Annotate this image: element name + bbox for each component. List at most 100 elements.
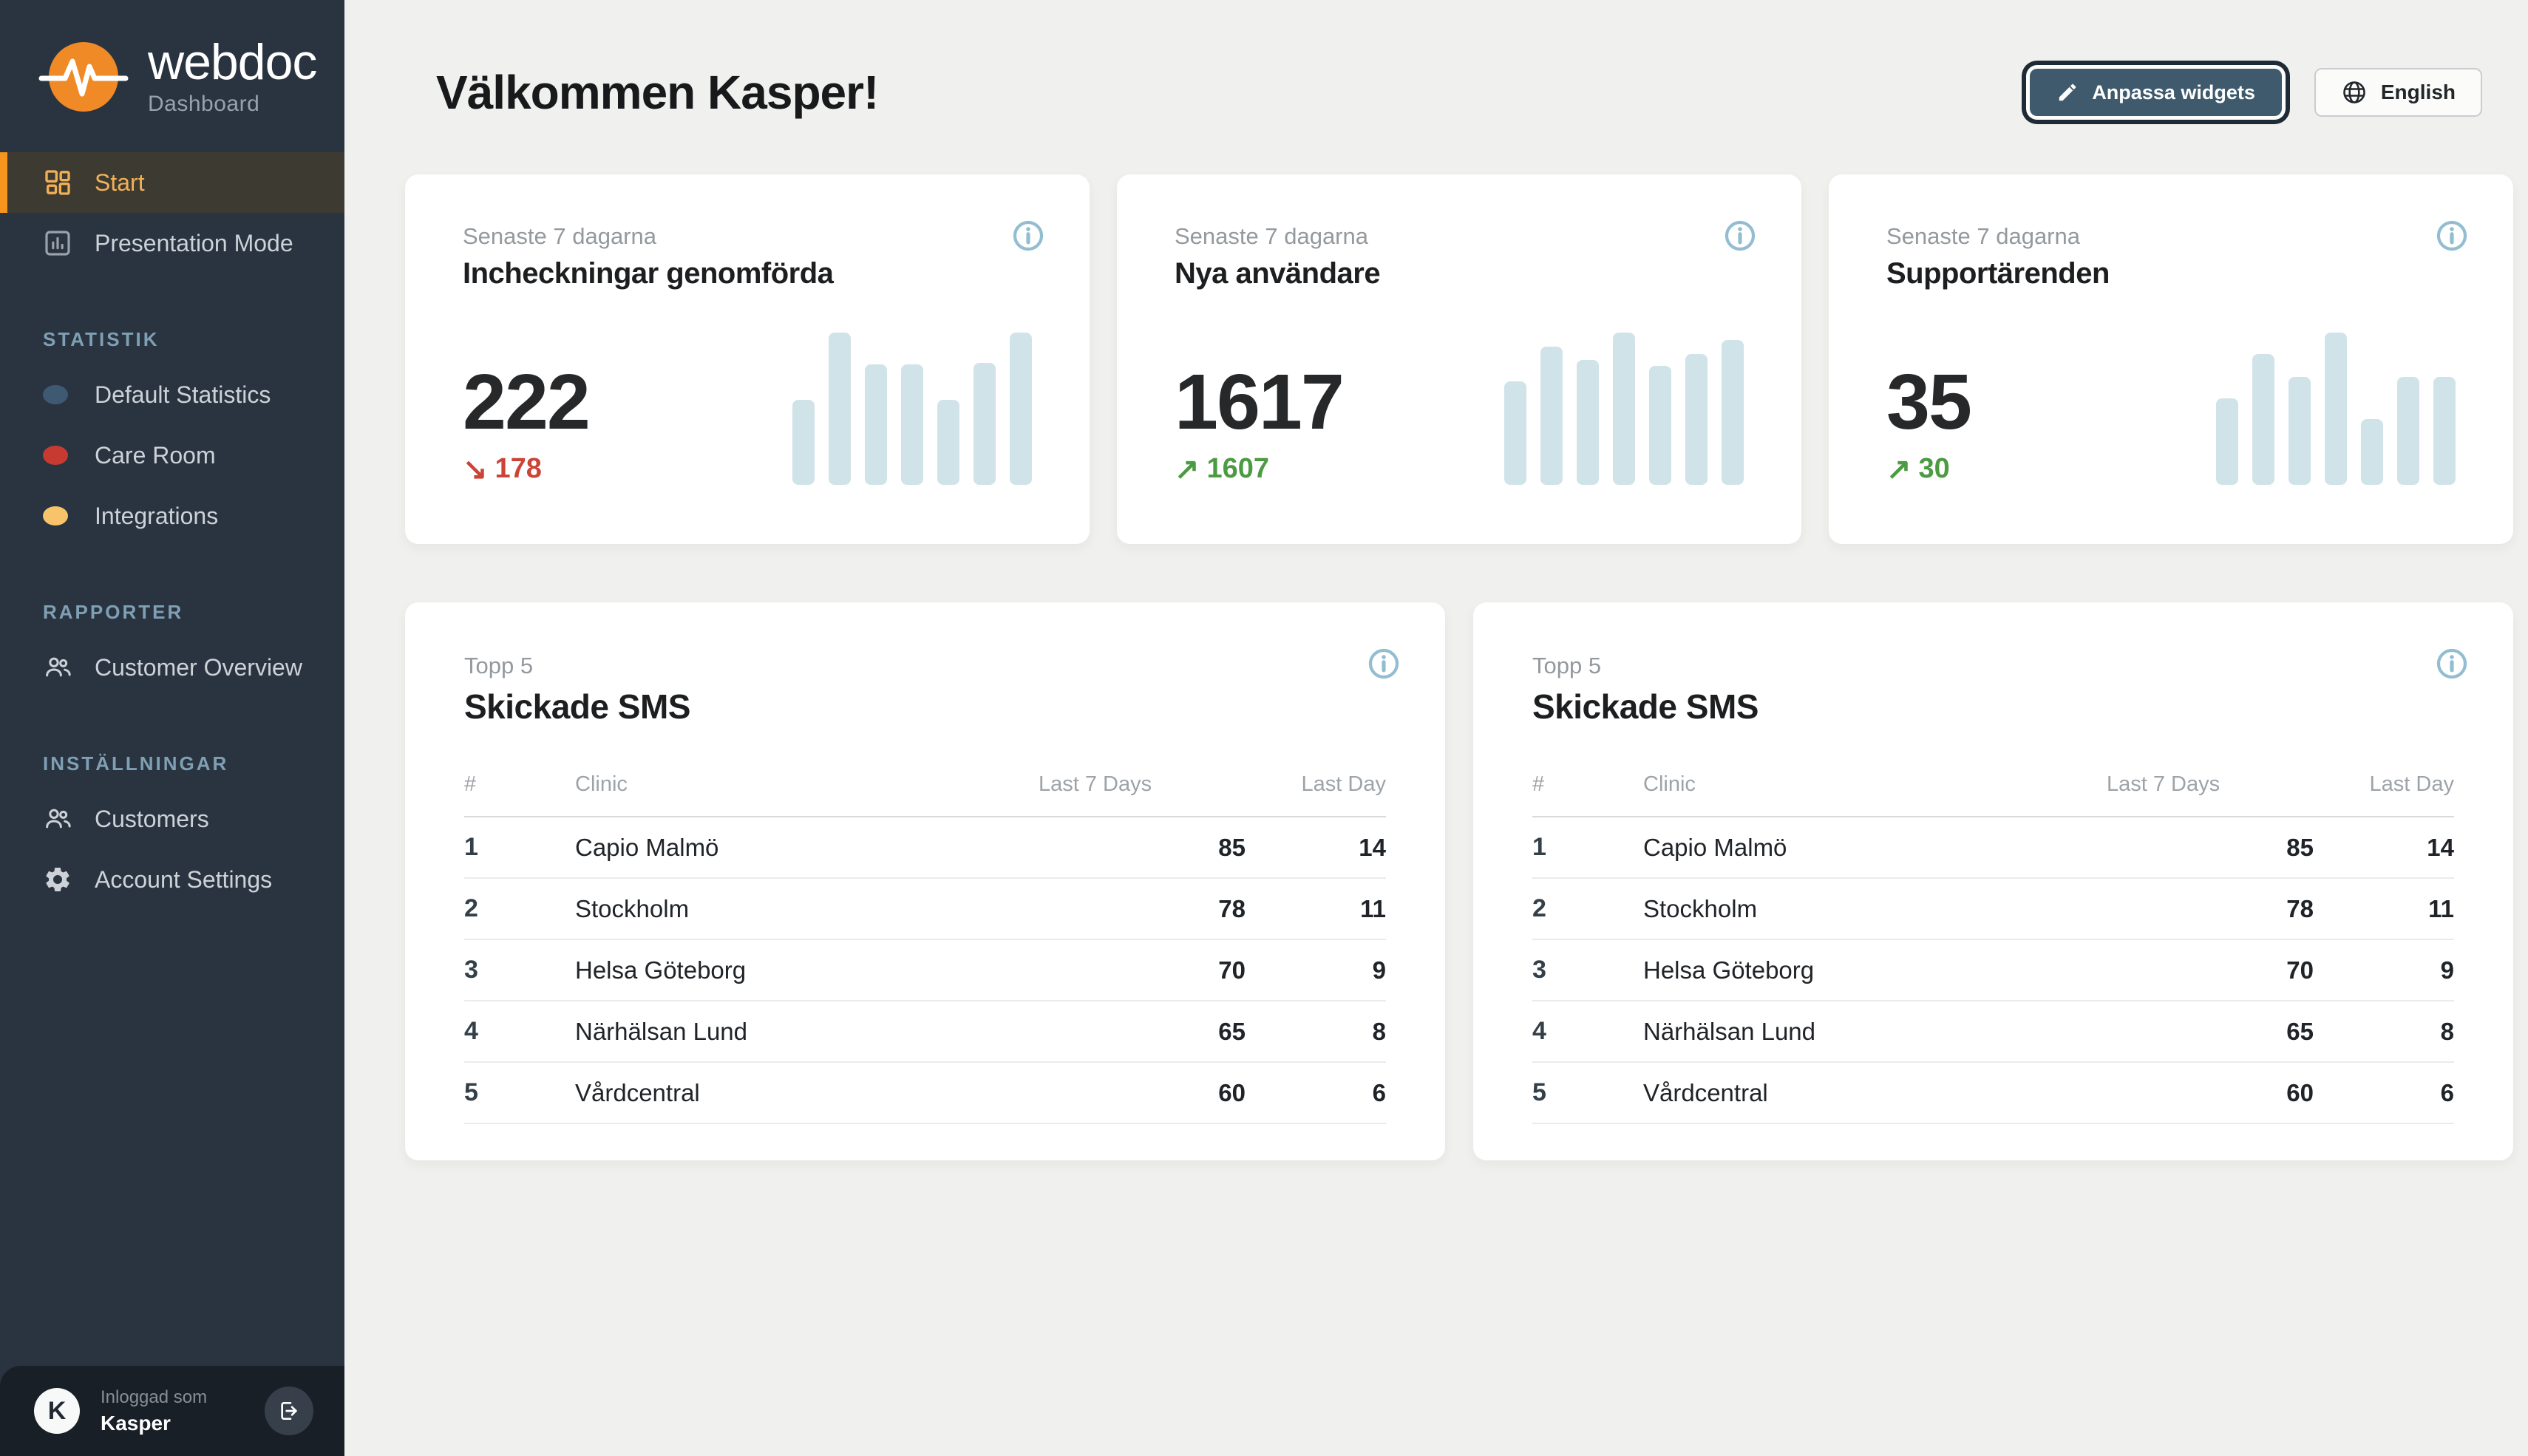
last7days-cell: 70 (1039, 939, 1246, 1001)
section-title: STATISTIK (43, 328, 160, 350)
logout-button[interactable] (265, 1387, 313, 1435)
stat-period: Senaste 7 dagarna (1886, 223, 2080, 249)
clinic-cell: Närhälsan Lund (1643, 1001, 2107, 1063)
last7days-cell: 85 (2107, 817, 2314, 879)
clinic-cell: Helsa Göteborg (575, 939, 1039, 1001)
mini-bar-chart (2216, 333, 2456, 485)
trend-value: 178 (495, 453, 542, 484)
stat-title: Incheckningar genomförda (463, 257, 834, 290)
sidebar-item-label: Care Room (95, 441, 216, 469)
info-icon[interactable] (2435, 219, 2469, 253)
lastday-cell: 9 (1246, 939, 1386, 1001)
lastday-cell: 14 (2314, 817, 2454, 879)
customize-widgets-button[interactable]: Anpassa widgets (2030, 69, 2282, 116)
bar (1649, 366, 1671, 485)
table-row: 5 Vårdcentral 60 6 (1532, 1062, 2454, 1124)
clinic-cell: Stockholm (575, 878, 1039, 940)
last7days-cell: 85 (1039, 817, 1246, 879)
table-title: Skickade SMS (464, 687, 690, 726)
table-row: 1 Capio Malmö 85 14 (464, 817, 1386, 879)
bar (937, 399, 959, 485)
table-row: 3 Helsa Göteborg 70 9 (1532, 939, 2454, 1001)
sidebar-item-label: Default Statistics (95, 381, 271, 408)
bar (1722, 340, 1744, 485)
clinic-cell: Capio Malmö (575, 817, 1039, 879)
info-icon[interactable] (1367, 647, 1401, 681)
table-row: 3 Helsa Göteborg 70 9 (464, 939, 1386, 1001)
column-header-last7days: Last 7 Days (2107, 772, 2314, 817)
lastday-cell: 9 (2314, 939, 2454, 1001)
sidebar-item-customers[interactable]: Customers (0, 789, 344, 849)
brand-name: webdoc (148, 34, 317, 90)
username: Kasper (101, 1411, 171, 1435)
stats-row: Senaste 7 dagarna Incheckningar genomför… (405, 174, 2513, 544)
table-title: Skickade SMS (1532, 687, 1759, 726)
bar (2397, 376, 2419, 485)
table-header-row: # Clinic Last 7 Days Last Day (1532, 772, 2454, 817)
table-row: 4 Närhälsan Lund 65 8 (464, 1001, 1386, 1063)
status-dot-icon (43, 385, 68, 404)
table-row: 1 Capio Malmö 85 14 (1532, 817, 2454, 879)
clinic-cell: Stockholm (1643, 878, 2107, 940)
avatar: K (34, 1388, 80, 1434)
table-card-skickade-sms-2: Topp 5 Skickade SMS # Clinic Last 7 Days… (1473, 602, 2513, 1160)
stat-period: Senaste 7 dagarna (463, 223, 656, 249)
last7days-cell: 65 (1039, 1001, 1246, 1063)
sidebar-item-presentation-mode[interactable]: Presentation Mode (0, 213, 344, 273)
sidebar-item-label: Account Settings (95, 865, 273, 893)
info-icon[interactable] (2435, 647, 2469, 681)
gear-icon (46, 867, 69, 892)
stat-trend: ↘ 178 (463, 453, 589, 485)
stat-card-nya-anvandare: Senaste 7 dagarna Nya användare 1617 ↗ 1… (1117, 174, 1801, 544)
bar (1010, 333, 1032, 485)
last7days-cell: 70 (2107, 939, 2314, 1001)
bar (2252, 353, 2274, 485)
sidebar-footer: K Inloggad som Kasper (0, 1366, 344, 1456)
table-card-skickade-sms-1: Topp 5 Skickade SMS # Clinic Last 7 Days… (405, 602, 1445, 1160)
chart-square-icon (45, 231, 70, 256)
sidebar-section-installningar: INSTÄLLNINGAR Customers Account Settings (0, 752, 344, 910)
last7days-cell: 65 (2107, 1001, 2314, 1063)
sidebar-item-label: Customers (95, 805, 209, 832)
table-header-row: # Clinic Last 7 Days Last Day (464, 772, 1386, 817)
clinic-cell: Vårdcentral (575, 1062, 1039, 1124)
clinic-cell: Capio Malmö (1643, 817, 2107, 879)
status-dot-icon (43, 506, 68, 525)
bar (2289, 376, 2311, 485)
sidebar-item-label: Presentation Mode (95, 229, 293, 256)
info-icon[interactable] (1011, 219, 1045, 253)
rank-cell: 1 (1532, 817, 1643, 879)
rank-cell: 3 (464, 939, 575, 1001)
sidebar: webdoc Dashboard Start Presentation Mode (0, 0, 344, 1456)
sidebar-item-customer-overview[interactable]: Customer Overview (0, 637, 344, 698)
bar (1685, 353, 1708, 485)
sidebar-item-start[interactable]: Start (0, 152, 344, 213)
mini-bar-chart (1504, 333, 1744, 485)
rank-cell: 5 (1532, 1062, 1643, 1124)
clinic-cell: Närhälsan Lund (575, 1001, 1039, 1063)
table-row: 2 Stockholm 78 11 (1532, 878, 2454, 940)
stat-title: Supportärenden (1886, 257, 2110, 290)
column-header-lastday: Last Day (2314, 772, 2454, 817)
table-period: Topp 5 (464, 653, 534, 678)
stat-card-incheckningar: Senaste 7 dagarna Incheckningar genomför… (405, 174, 1090, 544)
column-header-lastday: Last Day (1246, 772, 1386, 817)
clinic-cell: Helsa Göteborg (1643, 939, 2107, 1001)
sidebar-item-account-settings[interactable]: Account Settings (0, 849, 344, 910)
mini-bar-chart (792, 333, 1032, 485)
table-row: 4 Närhälsan Lund 65 8 (1532, 1001, 2454, 1063)
sidebar-item-default-statistics[interactable]: Default Statistics (0, 364, 344, 425)
table-row: 5 Vårdcentral 60 6 (464, 1062, 1386, 1124)
rank-cell: 2 (464, 878, 575, 940)
stat-trend: ↗ 1607 (1175, 453, 1343, 485)
sidebar-item-integrations[interactable]: Integrations (0, 486, 344, 546)
rank-cell: 4 (464, 1001, 575, 1063)
lastday-cell: 6 (1246, 1062, 1386, 1124)
lastday-cell: 11 (2314, 878, 2454, 940)
bar (1504, 381, 1526, 485)
sidebar-item-care-room[interactable]: Care Room (0, 425, 344, 486)
language-button[interactable]: English (2314, 68, 2482, 117)
top5-sms-table: # Clinic Last 7 Days Last Day 1 Capio Ma… (464, 772, 1386, 1124)
sidebar-section-statistik: STATISTIK Default Statistics Care Room I… (0, 328, 344, 546)
info-icon[interactable] (1723, 219, 1757, 253)
